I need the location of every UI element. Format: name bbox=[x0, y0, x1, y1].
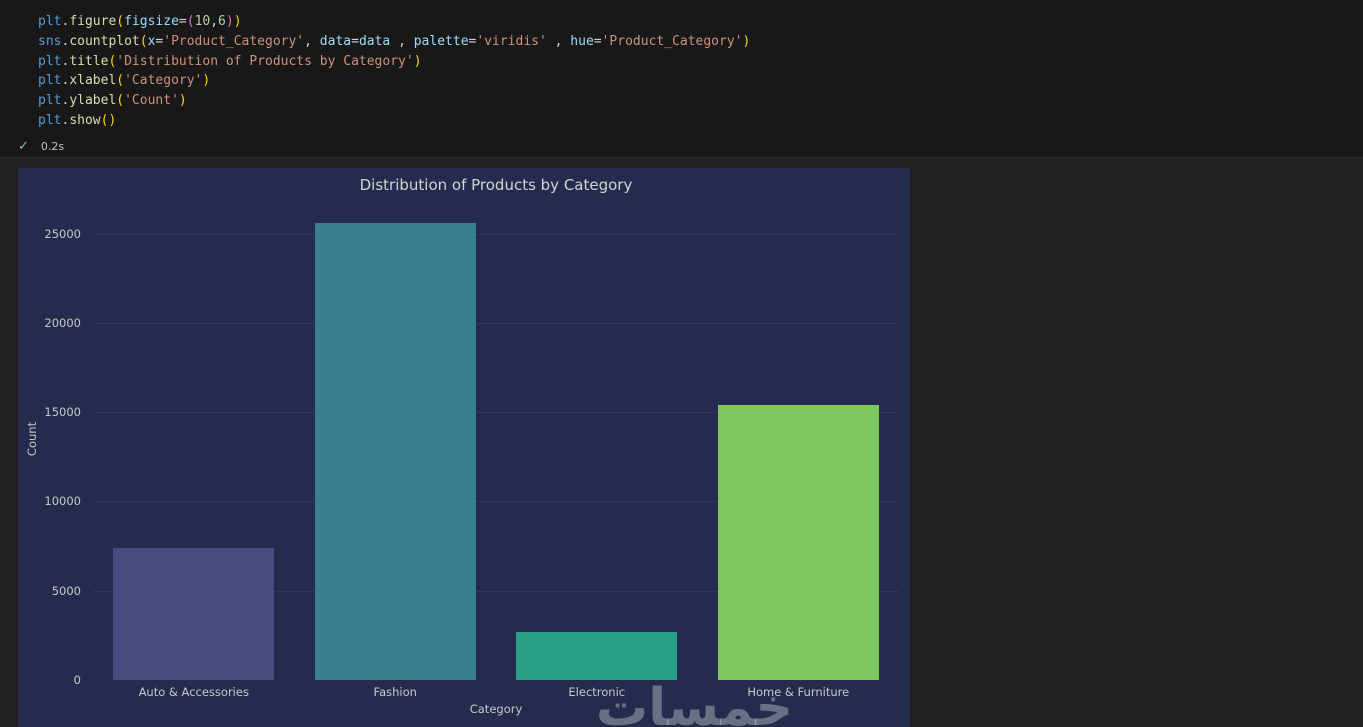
y-tick-label: 0 bbox=[73, 673, 81, 687]
execution-status: ✓ 0.2s bbox=[0, 136, 1363, 157]
y-tick-label: 25000 bbox=[44, 226, 81, 241]
code-line: plt.show() bbox=[38, 112, 117, 128]
y-tick-label: 10000 bbox=[44, 494, 81, 509]
bar bbox=[516, 631, 678, 680]
gridline bbox=[93, 590, 899, 592]
gridline bbox=[93, 412, 899, 414]
bar bbox=[314, 223, 476, 680]
y-tick-label: 5000 bbox=[51, 583, 81, 598]
y-tick-label: 15000 bbox=[44, 405, 81, 420]
bar bbox=[113, 547, 275, 680]
y-tick-label: 20000 bbox=[44, 315, 81, 330]
code-line: plt.figure(figsize=(10,6)) bbox=[38, 14, 242, 29]
code-line: plt.title('Distribution of Products by C… bbox=[38, 53, 422, 69]
output-area: Distribution of Products by Category Cou… bbox=[0, 158, 1363, 727]
watermark: خمسات bbox=[596, 678, 794, 727]
code-line: plt.xlabel('Category') bbox=[38, 73, 211, 89]
chart-title: Distribution of Products by Category bbox=[359, 176, 633, 194]
execution-time: 0.2s bbox=[40, 140, 65, 153]
x-tick-label: Fashion bbox=[373, 685, 417, 699]
x-tick-label: Home & Furniture bbox=[747, 685, 850, 699]
success-check-icon: ✓ bbox=[18, 139, 29, 154]
bar bbox=[717, 405, 879, 680]
code-cell: plt.figure(figsize=(10,6)) sns.countplot(… bbox=[0, 0, 1363, 136]
x-tick-label: Auto & Accessories bbox=[138, 685, 249, 699]
cell-output-divider bbox=[0, 157, 1363, 158]
gridline bbox=[93, 501, 899, 503]
code-line: sns.countplot(x='Product_Category', data… bbox=[38, 33, 751, 49]
x-axis-label: Category bbox=[469, 702, 523, 716]
plot-area: 0 5000 10000 15000 20000 25000 Auto & Accessor… bbox=[44, 198, 899, 699]
y-axis-label: Count bbox=[25, 421, 39, 457]
code-editor[interactable]: plt.figure(figsize=(10,6)) sns.countplot(… bbox=[38, 12, 1363, 131]
gridline bbox=[93, 233, 899, 235]
code-line: plt.ylabel('Count') bbox=[38, 93, 187, 109]
chart-figure: Distribution of Products by Category Cou… bbox=[18, 168, 910, 727]
gridline bbox=[93, 322, 899, 324]
x-tick-label: Electronic bbox=[568, 685, 626, 699]
